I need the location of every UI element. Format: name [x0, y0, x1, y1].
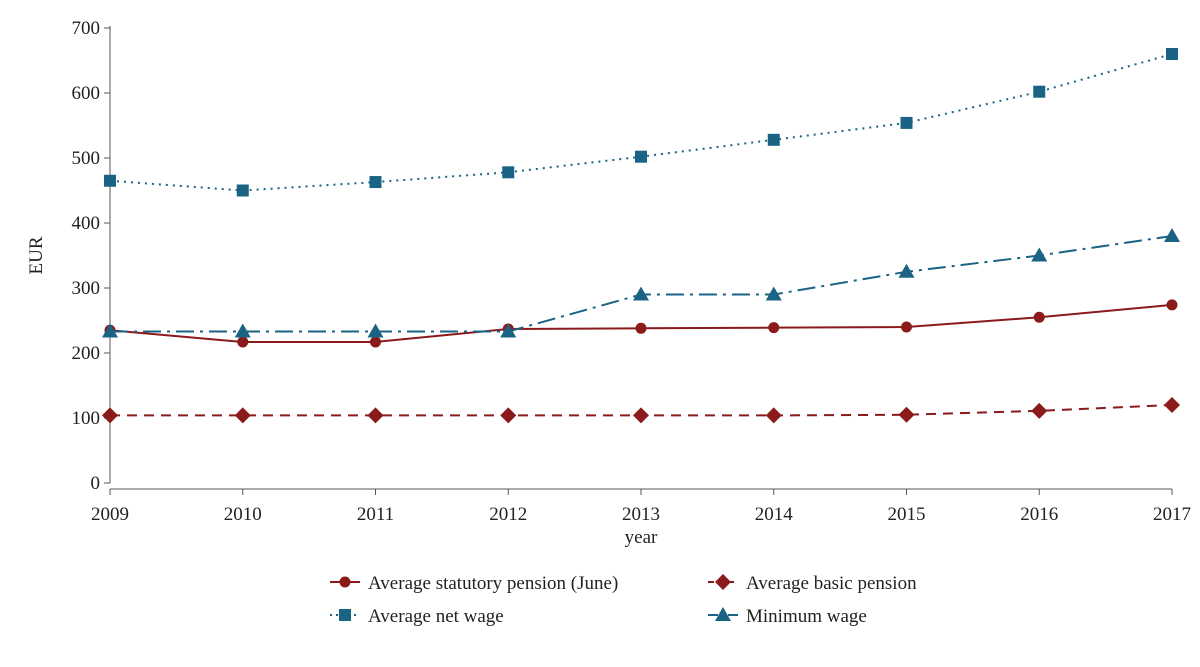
legend-label: Minimum wage	[746, 606, 867, 627]
legend-label: Average net wage	[368, 606, 504, 627]
series-line	[110, 235, 1173, 333]
y-tick-label: 100	[72, 408, 101, 429]
legend: Average statutory pension (June) Average …	[330, 573, 917, 627]
data-point-triangle	[1031, 247, 1048, 262]
data-point-diamond	[1031, 402, 1048, 419]
legend-item: Minimum wage	[708, 606, 867, 627]
y-tick-label: 400	[72, 213, 101, 234]
data-point-diamond	[633, 407, 649, 424]
data-point-diamond	[234, 407, 251, 424]
x-tick-label: 2012	[489, 504, 527, 525]
legend-label: Average statutory pension (June)	[368, 573, 618, 594]
data-point-square	[1166, 48, 1178, 60]
data-point-circle	[1166, 299, 1178, 311]
x-tick-label: 2014	[755, 504, 794, 525]
data-point-circle	[237, 336, 249, 348]
series-line	[109, 53, 1173, 192]
legend-swatch-marker	[715, 574, 731, 590]
data-point-diamond	[102, 407, 118, 424]
legend-item: Average basic pension	[708, 573, 917, 594]
data-point-triangle	[898, 263, 915, 278]
data-point-triangle	[102, 323, 118, 338]
x-tick-label: 2010	[224, 504, 262, 525]
data-point-triangle	[1164, 228, 1180, 242]
legend-swatch-marker	[715, 607, 731, 621]
data-point-circle	[901, 321, 912, 333]
legend-swatch-marker	[339, 576, 351, 588]
legend-swatch-marker	[339, 609, 351, 621]
x-tick-label: 2009	[91, 504, 129, 525]
y-tick-label: 500	[72, 148, 101, 169]
x-axis-label: year	[625, 527, 658, 548]
series-average-net-wage	[104, 48, 1178, 197]
x-tick-label: 2016	[1020, 504, 1058, 525]
data-point-square	[767, 133, 780, 146]
y-tick-label: 300	[72, 278, 101, 299]
data-point-square	[502, 166, 515, 179]
x-tick-label: 2013	[622, 504, 660, 525]
data-point-triangle	[367, 323, 384, 338]
x-tick-label: 2015	[888, 504, 926, 525]
series-layer	[102, 48, 1180, 424]
data-point-triangle	[234, 323, 251, 338]
data-point-triangle	[765, 286, 782, 301]
data-point-diamond	[765, 407, 782, 424]
data-point-diamond	[898, 406, 915, 423]
data-point-circle	[1033, 311, 1045, 323]
data-point-square	[104, 174, 116, 187]
y-axis-label: EUR	[26, 236, 47, 274]
data-point-diamond	[500, 407, 517, 424]
series-minimum-wage	[102, 228, 1180, 338]
legend-item: Average statutory pension (June)	[330, 573, 618, 594]
data-point-diamond	[367, 407, 384, 424]
y-axis-ticks: 0 100 200 300 400 500 600 700	[72, 18, 110, 494]
data-point-square	[635, 150, 647, 163]
y-tick-label: 600	[72, 83, 101, 104]
x-tick-label: 2017	[1153, 504, 1191, 525]
series-average-basic-pension	[102, 397, 1180, 424]
legend-label: Average basic pension	[746, 573, 917, 594]
data-point-square	[236, 184, 249, 197]
data-point-circle	[635, 322, 647, 334]
data-point-square	[369, 176, 382, 189]
data-point-diamond	[1164, 397, 1180, 413]
data-point-triangle	[633, 286, 649, 301]
x-tick-label: 2011	[357, 504, 394, 525]
data-point-square	[900, 116, 913, 129]
data-point-circle	[768, 322, 780, 334]
y-tick-label: 700	[72, 18, 101, 39]
series-average-statutory-pension-june	[104, 299, 1178, 348]
data-point-triangle	[500, 323, 517, 338]
data-point-circle	[370, 336, 381, 348]
legend-item: Average net wage	[330, 606, 504, 627]
y-tick-label: 200	[72, 343, 101, 364]
x-axis-ticks: 2009 2010 2011 2012 2013 2014 2015 2016 2017	[91, 489, 1191, 525]
data-point-square	[1033, 85, 1046, 98]
y-tick-label: 0	[91, 473, 101, 494]
